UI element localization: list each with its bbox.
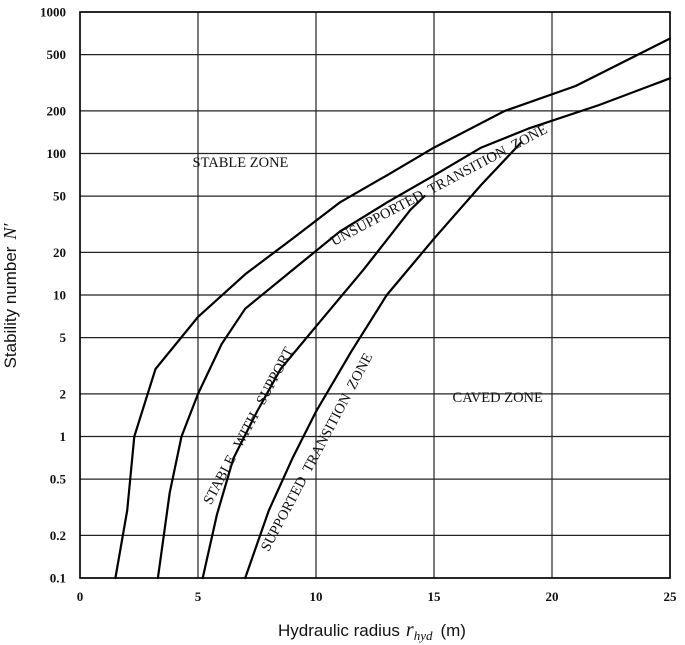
x-axis-title: Hydraulic radius rhyd (m) [278, 619, 466, 643]
x-tick-label: 10 [310, 589, 323, 604]
plot-frame [79, 11, 671, 579]
x-tick-label: 25 [664, 589, 678, 604]
y-tick-label: 0.5 [50, 472, 67, 487]
y-tick-label: 5 [60, 330, 67, 345]
zone-label-4: STABLE WITH SUPPORT [200, 345, 297, 508]
y-tick-label: 50 [53, 189, 66, 204]
x-tick-label: 5 [195, 589, 202, 604]
x-tick-label: 0 [77, 589, 84, 604]
y-tick-label: 100 [47, 146, 67, 161]
x-tick-label: 15 [428, 589, 442, 604]
boundary-curve-2 [156, 77, 672, 580]
series-curves [114, 37, 672, 580]
y-tick-label: 1 [60, 429, 67, 444]
grid [79, 11, 671, 579]
tick-labels: 0 5 10 15 20 250.10.20.5125102050100200500100… [40, 5, 677, 605]
y-tick-label: 200 [47, 103, 67, 118]
zone-label-3: UNSUPPORTED TRANSITION ZONE [328, 121, 550, 249]
y-tick-label: 500 [47, 47, 67, 62]
zone-label-2: CAVED ZONE [453, 390, 543, 406]
x-tick-label: 20 [546, 589, 559, 604]
y-tick-label: 0.1 [50, 571, 66, 586]
y-tick-label: 10 [53, 288, 66, 303]
y-tick-label: 1000 [40, 5, 66, 20]
y-tick-label: 20 [53, 245, 66, 260]
y-tick-label: 0.2 [50, 528, 66, 543]
y-tick-label: 2 [60, 386, 67, 401]
zone-label-1: STABLE ZONE [193, 155, 289, 171]
boundary-curve-1 [114, 37, 672, 580]
boundary-curve-3 [201, 195, 426, 580]
boundary-curve-4 [244, 141, 523, 580]
y-axis-title: Stability numberN′ [0, 223, 20, 369]
